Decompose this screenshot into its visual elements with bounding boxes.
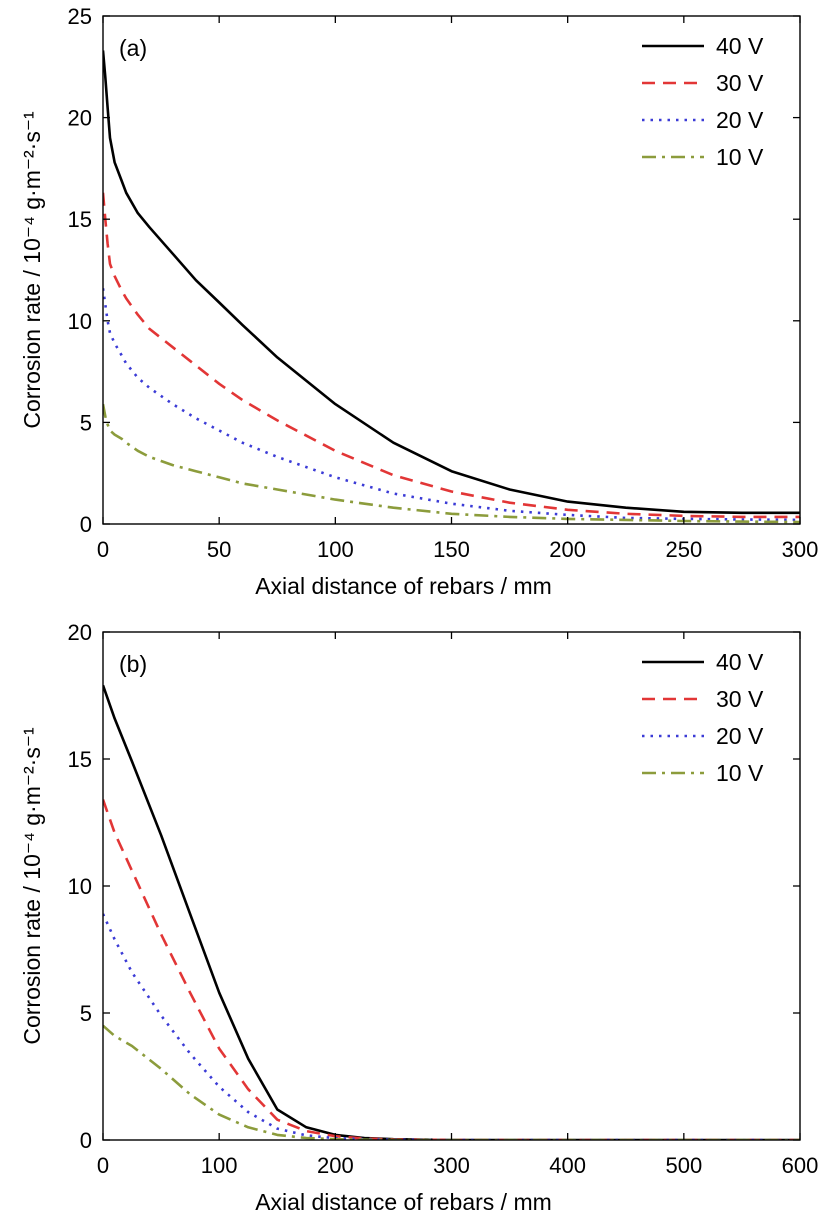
panel-label: (b) [119, 651, 147, 677]
y-tick-label: 20 [68, 620, 92, 645]
legend-label: 20 V [716, 107, 764, 133]
x-tick-label: 200 [317, 1153, 354, 1178]
legend-label: 30 V [716, 70, 764, 96]
y-tick-label: 0 [80, 512, 92, 537]
legend-label: 20 V [716, 723, 764, 749]
series-line-30v [103, 799, 800, 1140]
x-tick-label: 300 [433, 1153, 470, 1178]
legend-label: 10 V [716, 144, 764, 170]
x-tick-label: 0 [97, 537, 109, 562]
x-tick-label: 500 [665, 1153, 702, 1178]
legend-label: 40 V [716, 33, 764, 59]
y-axis-title: Corrosion rate / 10⁻⁴ g·m⁻²·s⁻¹ [19, 727, 45, 1045]
y-tick-label: 0 [80, 1128, 92, 1153]
plot-frame [102, 631, 801, 1141]
x-axis-title: Axial distance of rebars / mm [255, 1189, 552, 1215]
series-line-40v [103, 684, 800, 1140]
series-line-20v [103, 913, 800, 1140]
legend: 40 V 30 V 20 V 10 V [642, 33, 764, 170]
y-tick-label: 20 [68, 106, 92, 131]
y-tick-label: 10 [68, 874, 92, 899]
y-tick-label: 10 [68, 309, 92, 334]
y-tick-label: 15 [68, 207, 92, 232]
x-tick-label: 100 [317, 537, 354, 562]
x-tick-label: 150 [433, 537, 470, 562]
chart-panel-a: 0 50 100 150 200 250 300 0 5 10 15 20 25 Axial distan… [19, 4, 818, 599]
plot-frame [102, 15, 801, 525]
y-tick-label: 15 [68, 747, 92, 772]
x-tick-label: 300 [782, 537, 819, 562]
y-tick-label: 25 [68, 4, 92, 29]
x-tick-label: 50 [207, 537, 231, 562]
x-tick-label: 600 [782, 1153, 819, 1178]
legend-label: 40 V [716, 649, 764, 675]
series-line-10v [103, 403, 800, 524]
series-line-40v [103, 50, 800, 515]
chart-panel-b: 0 100 200 300 400 500 600 0 5 10 15 20 Axial distanc… [19, 620, 818, 1215]
y-tick-label: 5 [80, 410, 92, 435]
series-line-20v [103, 288, 800, 522]
series-line-10v [103, 1024, 800, 1140]
series-group [103, 684, 800, 1140]
y-axis-title: Corrosion rate / 10⁻⁴ g·m⁻²·s⁻¹ [19, 111, 45, 429]
series-line-30v [103, 192, 800, 519]
x-tick-label: 100 [201, 1153, 238, 1178]
x-tick-label: 0 [97, 1153, 109, 1178]
panel-label: (a) [119, 35, 147, 61]
x-tick-label: 200 [549, 537, 586, 562]
legend-label: 10 V [716, 760, 764, 786]
y-tick-label: 5 [80, 1001, 92, 1026]
legend-label: 30 V [716, 686, 764, 712]
x-axis-title: Axial distance of rebars / mm [255, 573, 552, 599]
x-tick-label: 250 [665, 537, 702, 562]
legend: 40 V 30 V 20 V 10 V [642, 649, 764, 786]
series-group [103, 50, 800, 524]
x-tick-label: 400 [549, 1153, 586, 1178]
